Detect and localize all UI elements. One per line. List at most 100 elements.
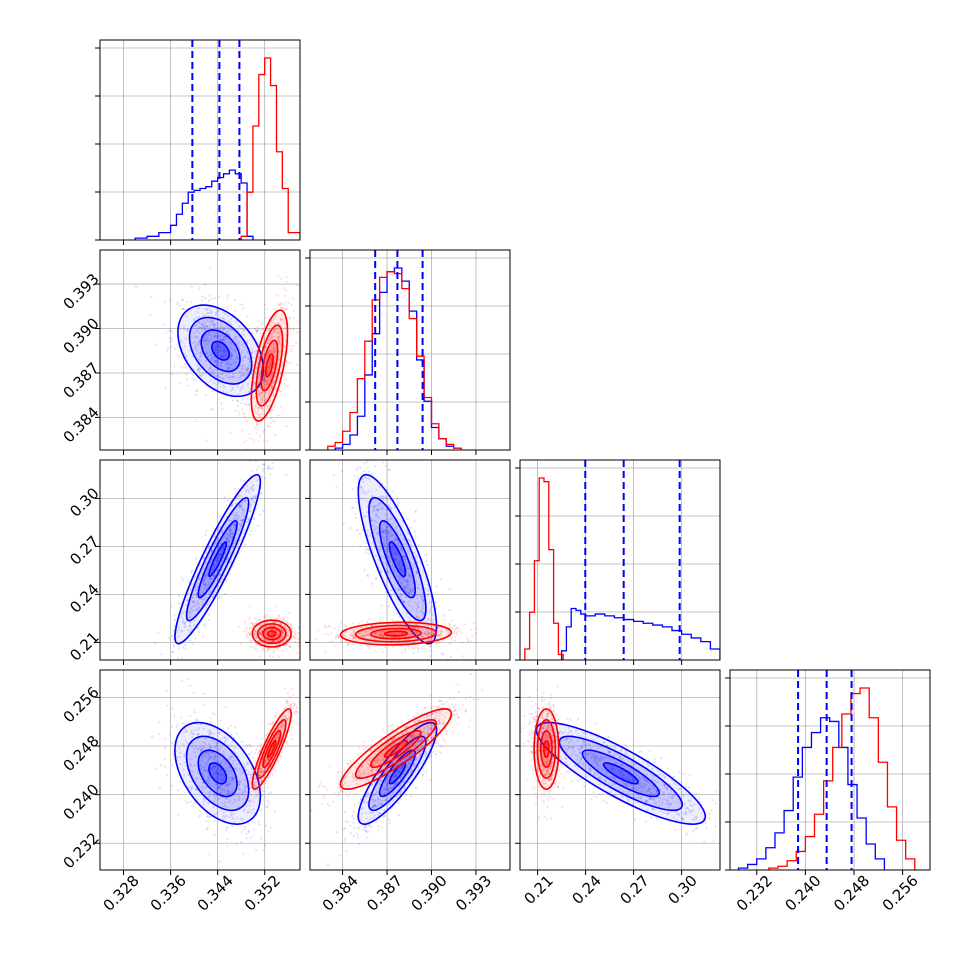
sample-point: [377, 516, 380, 519]
sample-point: [195, 718, 199, 722]
sample-point: [183, 722, 186, 725]
sample-point: [263, 429, 266, 432]
sample-point: [208, 577, 212, 580]
sample-point: [255, 421, 258, 424]
sample-point: [222, 336, 226, 339]
sample-point: [234, 338, 237, 341]
sample-point: [200, 322, 203, 325]
sample-point: [267, 350, 270, 353]
sample-point: [232, 358, 235, 361]
sample-point: [203, 579, 206, 582]
sample-point: [272, 640, 275, 643]
sample-point: [276, 648, 279, 651]
sample-point: [372, 618, 375, 621]
sample-point: [162, 661, 164, 663]
sample-point: [254, 622, 257, 625]
sample-point: [247, 830, 251, 833]
sample-point: [217, 361, 220, 364]
sample-point: [231, 565, 235, 568]
sample-point: [207, 332, 210, 336]
sample-point: [421, 594, 424, 597]
sample-point: [359, 486, 362, 489]
sample-point: [219, 334, 223, 337]
sample-point: [218, 376, 222, 379]
sample-point: [369, 645, 372, 648]
sample-point: [397, 588, 400, 592]
sample-point: [149, 313, 152, 317]
sample-point: [245, 374, 248, 377]
sample-point: [187, 579, 190, 583]
sample-point: [268, 390, 271, 393]
sample-point: [264, 633, 267, 636]
sample-point: [360, 643, 363, 646]
sample-point: [261, 379, 265, 382]
sample-point: [189, 714, 192, 717]
sample-point: [288, 646, 291, 649]
sample-point: [372, 531, 375, 534]
sample-point: [261, 469, 264, 472]
sample-point: [248, 517, 251, 521]
sample-point: [258, 633, 262, 636]
sample-point: [262, 382, 265, 386]
sample-point: [203, 338, 207, 342]
sample-point: [201, 604, 204, 607]
sample-point: [206, 826, 209, 829]
sample-point: [284, 301, 287, 304]
sample-point: [244, 627, 247, 630]
sample-point: [229, 532, 232, 535]
sample-point: [236, 399, 239, 402]
sample-point: [231, 368, 234, 371]
sample-point: [230, 504, 234, 507]
sample-point: [198, 810, 201, 813]
sample-point: [291, 635, 294, 638]
sample-point: [212, 324, 216, 327]
sample-point: [375, 488, 378, 491]
sample-point: [361, 488, 364, 491]
sample-point: [471, 635, 474, 638]
sample-point: [229, 356, 232, 359]
sample-point: [272, 347, 275, 350]
sample-point: [391, 553, 394, 556]
sample-point: [355, 468, 358, 471]
sample-point: [204, 583, 207, 587]
sample-point: [191, 609, 195, 612]
sample-point: [380, 507, 383, 510]
sample-point: [409, 543, 413, 546]
sample-point: [270, 456, 272, 458]
sample-point: [204, 573, 207, 576]
sample-point: [247, 811, 250, 814]
sample-point: [265, 432, 267, 434]
sample-point: [268, 467, 271, 470]
sample-point: [182, 579, 185, 582]
sample-point: [376, 509, 379, 512]
sample-point: [259, 632, 262, 635]
sample-point: [227, 539, 231, 543]
sample-point: [208, 613, 211, 616]
sample-point: [246, 398, 249, 401]
sample-point: [214, 342, 217, 345]
sample-point: [263, 378, 266, 381]
sample-point: [262, 463, 265, 466]
sample-point: [404, 580, 408, 583]
sample-point: [203, 595, 206, 598]
sample-point: [239, 642, 243, 645]
sample-point: [266, 466, 269, 469]
sample-point: [261, 397, 264, 401]
sample-point: [263, 844, 267, 847]
sample-point: [269, 323, 272, 327]
sample-point: [216, 359, 220, 363]
sample-point: [387, 588, 391, 592]
sample-point: [186, 329, 189, 332]
sample-point: [257, 374, 261, 377]
sample-point: [219, 349, 222, 352]
sample-point: [363, 568, 366, 572]
sample-point: [229, 528, 232, 531]
sample-point: [213, 323, 216, 326]
sample-point: [411, 646, 414, 649]
sample-point: [364, 442, 366, 444]
sample-point: [204, 606, 208, 609]
sample-point: [282, 321, 285, 324]
sample-point: [417, 605, 420, 608]
sample-point: [408, 576, 412, 579]
sample-point: [267, 648, 270, 651]
